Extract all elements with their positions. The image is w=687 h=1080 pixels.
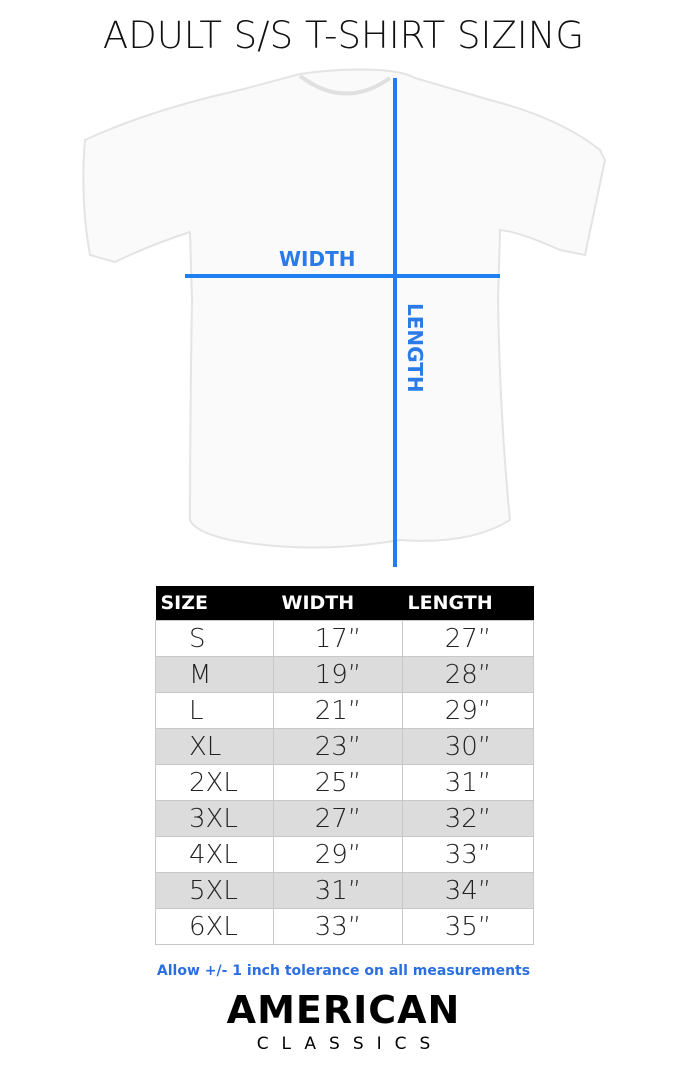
tshirt-collar: [298, 74, 392, 96]
table-row: 2XL 25” 31”: [155, 764, 534, 801]
cell-size: L: [155, 692, 274, 729]
cell-width: 29”: [273, 836, 403, 873]
page-title: ADULT S/S T-SHIRT SIZING: [102, 14, 585, 57]
header-size: SIZE: [155, 586, 274, 621]
tshirt-diagram: [82, 68, 607, 567]
cell-length: 33”: [402, 836, 534, 873]
width-label: WIDTH: [279, 247, 356, 271]
logo-classics: CLASSICS: [256, 1034, 444, 1054]
cell-width: 33”: [273, 908, 403, 945]
cell-length: 29”: [402, 692, 534, 729]
size-table: SIZE WIDTH LENGTH S 17” 27” M 19” 28” L 21” 29” X…: [155, 586, 534, 945]
cell-width: 17”: [273, 620, 403, 657]
cell-size: M: [155, 656, 274, 693]
header-length: LENGTH: [402, 586, 534, 621]
cell-width: 25”: [273, 764, 403, 801]
table-row: XL 23” 30”: [155, 728, 534, 765]
cell-length: 32”: [402, 800, 534, 837]
cell-size: 3XL: [155, 800, 274, 837]
table-row: M 19” 28”: [155, 656, 534, 693]
cell-length: 34”: [402, 872, 534, 909]
cell-length: 27”: [402, 620, 534, 657]
cell-length: 30”: [402, 728, 534, 765]
table-row: 6XL 33” 35”: [155, 908, 534, 945]
table-row: L 21” 29”: [155, 692, 534, 729]
cell-width: 27”: [273, 800, 403, 837]
cell-width: 23”: [273, 728, 403, 765]
table-row: S 17” 27”: [155, 620, 534, 657]
cell-width: 21”: [273, 692, 403, 729]
cell-width: 31”: [273, 872, 403, 909]
table-row: 3XL 27” 32”: [155, 800, 534, 837]
cell-size: 5XL: [155, 872, 274, 909]
table-row: 4XL 29” 33”: [155, 836, 534, 873]
header-width: WIDTH: [273, 586, 403, 621]
cell-size: XL: [155, 728, 274, 765]
cell-size: 4XL: [155, 836, 274, 873]
cell-length: 28”: [402, 656, 534, 693]
cell-size: 2XL: [155, 764, 274, 801]
cell-size: S: [155, 620, 274, 657]
logo-american: AMERICAN: [226, 988, 461, 1032]
cell-width: 19”: [273, 656, 403, 693]
table-header: SIZE WIDTH LENGTH: [155, 586, 534, 621]
cell-length: 35”: [402, 908, 534, 945]
length-label: LENGTH: [403, 303, 427, 393]
tshirt-shape: [82, 68, 607, 549]
cell-size: 6XL: [155, 908, 274, 945]
cell-length: 31”: [402, 764, 534, 801]
tolerance-note: Allow +/- 1 inch tolerance on all measur…: [156, 963, 531, 979]
table-row: 5XL 31” 34”: [155, 872, 534, 909]
